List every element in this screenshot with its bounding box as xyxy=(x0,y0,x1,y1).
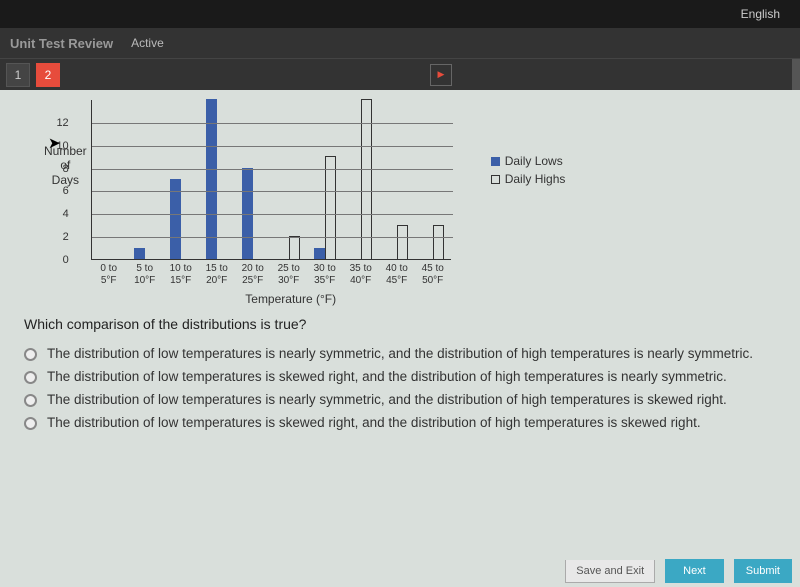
legend-highs-swatch xyxy=(491,175,500,184)
x-tick-label: 15 to20°F xyxy=(199,263,235,286)
option-a[interactable]: The distribution of low temperatures is … xyxy=(24,346,776,361)
chart-legend: Daily Lows Daily Highs ➤ xyxy=(491,154,566,190)
radio-b[interactable] xyxy=(24,371,37,384)
tab-1[interactable]: 1 xyxy=(6,63,30,87)
tab-2[interactable]: 2 xyxy=(36,63,60,87)
x-tick-label: 10 to15°F xyxy=(163,263,199,286)
play-button[interactable]: ▶ xyxy=(430,64,452,86)
option-d-text: The distribution of low temperatures is … xyxy=(47,415,701,430)
bar-high xyxy=(289,236,300,259)
bars-container xyxy=(92,100,451,259)
question-text: Which comparison of the distributions is… xyxy=(24,316,776,332)
x-tick-label: 30 to35°F xyxy=(307,263,343,286)
question-content: Number of Days 024681012 0 to5°F5 to10°F… xyxy=(0,90,800,587)
x-tick-label: 25 to30°F xyxy=(271,263,307,286)
legend-highs: Daily Highs xyxy=(491,172,566,186)
bar-group xyxy=(314,156,346,259)
bar-low xyxy=(314,248,325,259)
x-tick-label: 45 to50°F xyxy=(415,263,451,286)
chart-inner: 024681012 0 to5°F5 to10°F10 to15°F15 to2… xyxy=(91,100,451,306)
option-d[interactable]: The distribution of low temperatures is … xyxy=(24,415,776,430)
bar-group xyxy=(134,248,166,259)
legend-lows-swatch xyxy=(491,157,500,166)
option-b[interactable]: The distribution of low temperatures is … xyxy=(24,369,776,384)
bar-group xyxy=(386,225,418,259)
radio-a[interactable] xyxy=(24,348,37,361)
option-a-text: The distribution of low temperatures is … xyxy=(47,346,753,361)
save-exit-button[interactable]: Save and Exit xyxy=(565,560,655,583)
x-tick-label: 35 to40°F xyxy=(343,263,379,286)
chart-area: Number of Days 024681012 0 to5°F5 to10°F… xyxy=(44,100,776,306)
top-bar: English xyxy=(0,0,800,28)
x-tick-label: 5 to10°F xyxy=(127,263,163,286)
language-label[interactable]: English xyxy=(741,7,780,21)
right-edge-box xyxy=(792,59,800,91)
bar-low xyxy=(134,248,145,259)
next-button[interactable]: Next xyxy=(665,559,724,583)
bar-high xyxy=(433,225,444,259)
cursor-icon: ➤ xyxy=(48,134,61,152)
legend-lows-label: Daily Lows xyxy=(505,154,563,168)
bar-high xyxy=(325,156,336,259)
page-title: Unit Test Review xyxy=(10,36,113,51)
option-b-text: The distribution of low temperatures is … xyxy=(47,369,727,384)
plot-area xyxy=(91,100,451,260)
header-row: Unit Test Review Active xyxy=(0,28,800,58)
submit-button[interactable]: Submit xyxy=(734,559,792,583)
radio-c[interactable] xyxy=(24,394,37,407)
bar-group xyxy=(422,225,454,259)
x-tick-label: 40 to45°F xyxy=(379,263,415,286)
bottom-action-bar: Save and Exit Next Submit xyxy=(0,557,800,587)
bar-high xyxy=(397,225,408,259)
bar-group xyxy=(278,236,310,259)
x-axis-title: Temperature (°F) xyxy=(131,292,451,306)
status-label: Active xyxy=(131,36,164,50)
bar-group xyxy=(242,168,274,259)
legend-highs-label: Daily Highs xyxy=(505,172,566,186)
x-tick-label: 20 to25°F xyxy=(235,263,271,286)
bar-low xyxy=(242,168,253,259)
x-axis-labels: 0 to5°F5 to10°F10 to15°F15 to20°F20 to25… xyxy=(91,263,451,286)
option-c-text: The distribution of low temperatures is … xyxy=(47,392,727,407)
x-tick-label: 0 to5°F xyxy=(91,263,127,286)
answer-options: The distribution of low temperatures is … xyxy=(24,346,776,430)
legend-lows: Daily Lows xyxy=(491,154,566,168)
radio-d[interactable] xyxy=(24,417,37,430)
option-c[interactable]: The distribution of low temperatures is … xyxy=(24,392,776,407)
bar-group xyxy=(98,258,130,259)
tab-row: 1 2 ▶ xyxy=(0,58,800,90)
